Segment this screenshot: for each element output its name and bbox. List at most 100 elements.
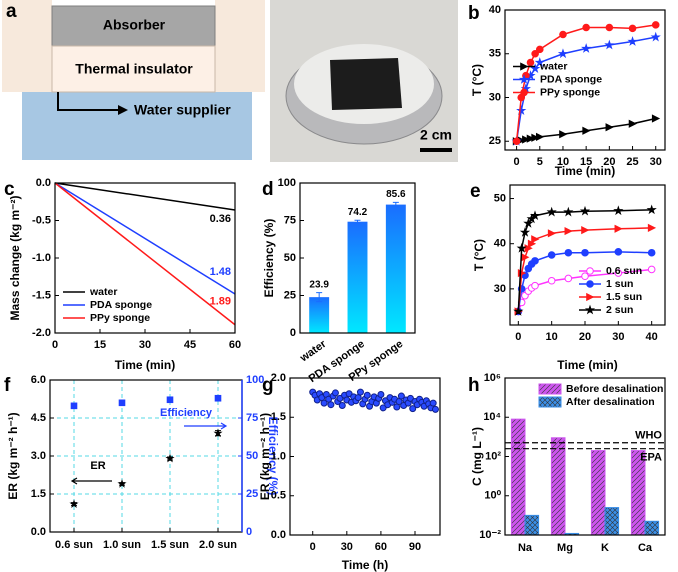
point — [581, 226, 590, 235]
x-tick-label: 0 — [52, 339, 58, 351]
x-tick-label: water — [297, 338, 329, 365]
point — [516, 105, 527, 115]
y-tick-label: 25 — [489, 135, 501, 147]
y-tick-label: 30 — [489, 91, 501, 103]
panel-letter: c — [4, 179, 15, 200]
point — [581, 248, 589, 257]
annotation: ER — [90, 460, 105, 472]
point — [614, 269, 623, 277]
value-label: 85.6 — [386, 189, 406, 200]
point — [614, 248, 623, 256]
series-line — [54, 182, 236, 326]
error-bar — [392, 201, 399, 208]
y-tick-label: 35 — [489, 48, 501, 60]
legend-label: 0.6 sun — [606, 265, 642, 277]
point — [647, 265, 656, 274]
point — [431, 405, 439, 413]
point — [534, 57, 545, 67]
y-tick-label: 6.0 — [31, 374, 46, 386]
bar — [590, 450, 606, 536]
point — [582, 23, 590, 32]
point — [117, 479, 127, 488]
panel-letter: g — [262, 375, 274, 396]
x-tick-label: K — [601, 542, 609, 554]
bar — [524, 514, 540, 536]
point — [614, 224, 623, 233]
reference-label: WHO — [635, 430, 662, 442]
point — [579, 205, 591, 216]
point — [605, 123, 614, 132]
point — [531, 133, 540, 142]
point — [628, 24, 637, 33]
plot-frame — [289, 377, 441, 536]
point — [582, 126, 591, 135]
y2-tick-label: 0 — [246, 526, 252, 538]
y-tick-label: 40 — [494, 238, 506, 250]
x-tick-label: 40 — [646, 331, 658, 343]
end-label: 1.48 — [210, 266, 231, 278]
y-axis-label: T (°C) — [470, 64, 484, 96]
x-tick-label: 5 — [537, 156, 543, 168]
point — [69, 499, 79, 509]
y-tick-label: 50 — [284, 252, 296, 264]
supplier-label: Water supplier — [134, 102, 231, 118]
y-tick-label: 10⁴ — [483, 411, 501, 423]
plot-frame — [299, 182, 416, 334]
y-tick-label: 4.5 — [31, 412, 46, 424]
point — [531, 257, 539, 265]
insulator-label: Thermal insulator — [75, 61, 193, 77]
legend-label: PDA sponge — [90, 299, 152, 311]
point — [581, 272, 589, 281]
point — [356, 388, 364, 396]
point — [214, 394, 222, 402]
annotation-arrow — [184, 422, 228, 430]
y-tick-label: 100 — [278, 177, 296, 189]
x-tick-label: 30 — [612, 331, 624, 343]
legend-label: water — [539, 60, 567, 72]
point — [586, 292, 595, 302]
diagram: a Absorber Thermal insulator Water suppl… — [2, 0, 458, 162]
x-tick-label: 45 — [184, 339, 196, 351]
x-tick-label: 2.0 sun — [199, 539, 237, 551]
y-tick-label: -2.0 — [32, 327, 51, 339]
point — [559, 30, 567, 39]
plot-frame — [504, 377, 666, 536]
point — [581, 43, 592, 53]
point — [605, 23, 614, 32]
panel-letter: e — [470, 181, 481, 202]
y2-tick-label: 25 — [246, 488, 258, 500]
x-tick-label: 30 — [650, 156, 662, 168]
legend-label: PDA sponge — [540, 73, 602, 85]
panel-letter: f — [4, 375, 11, 396]
legend-label: 2 sun — [606, 304, 633, 316]
bar — [644, 520, 660, 536]
point — [363, 391, 371, 399]
scale-label: 2 cm — [420, 127, 452, 143]
x-tick-label: 60 — [375, 541, 387, 553]
y-axis-label: Mass change (kg m⁻²) — [8, 195, 22, 320]
plot-frame — [504, 9, 666, 151]
y2-axis-label: Efficiency (%) — [266, 417, 280, 496]
legend-swatch — [538, 396, 562, 408]
point — [320, 399, 328, 407]
annotation-arrow — [70, 477, 112, 485]
plot-frame — [509, 184, 666, 326]
x-tick-label: 20 — [579, 331, 591, 343]
end-label: 1.89 — [210, 296, 231, 308]
x-tick-label: Mg — [557, 542, 573, 554]
point — [166, 396, 174, 404]
sponge — [330, 58, 402, 110]
point — [586, 280, 594, 288]
y-tick-label: 2.0 — [271, 372, 286, 384]
x-tick-label: 15 — [580, 156, 592, 168]
point — [584, 304, 596, 315]
point — [118, 399, 126, 407]
x-tick-label: 20 — [603, 156, 615, 168]
y-axis-label: C (mg L⁻¹) — [470, 427, 484, 486]
point — [520, 88, 528, 97]
x-tick-label: Na — [518, 542, 533, 554]
bar — [510, 418, 526, 536]
error-bar — [316, 292, 323, 303]
arrow — [57, 92, 118, 111]
